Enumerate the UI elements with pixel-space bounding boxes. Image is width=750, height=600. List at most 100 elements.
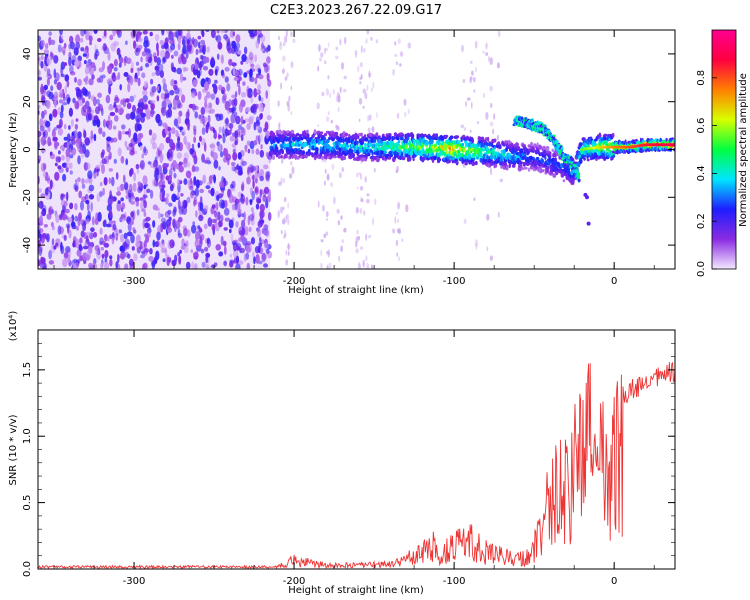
noise-speckle: [230, 113, 236, 124]
noise-speckle: [48, 207, 52, 215]
background-speckle-dot: [465, 101, 468, 107]
noise-speckle: [217, 41, 223, 50]
doppler-trace: [268, 129, 675, 186]
noise-speckle: [126, 76, 130, 81]
noise-speckle: [185, 170, 192, 179]
noise-speckle: [142, 262, 148, 269]
noise-speckle: [46, 68, 51, 76]
noise-speckle: [66, 191, 69, 202]
noise-speckle: [220, 69, 225, 77]
noise-speckle: [192, 79, 198, 88]
trace-cell: [296, 155, 300, 160]
noise-speckle: [106, 236, 110, 242]
noise-speckle: [229, 124, 233, 132]
noise-speckle: [40, 234, 45, 244]
trace-cell: [593, 152, 597, 157]
noise-speckle: [64, 208, 70, 214]
background-speckle-dot: [470, 76, 473, 81]
noise-speckle: [204, 142, 207, 152]
background-speckle-dot: [358, 97, 363, 105]
noise-speckle: [224, 66, 230, 72]
noise-speckle: [120, 197, 124, 202]
trace-cell: [407, 156, 412, 160]
noise-speckle: [45, 100, 51, 109]
noise-speckle: [192, 221, 196, 226]
trace-cell: [474, 160, 478, 166]
background-speckle-dot: [497, 211, 500, 218]
noise-speckle: [188, 103, 194, 109]
noise-speckle: [248, 226, 252, 232]
background-speckle-dot: [287, 202, 290, 209]
noise-speckle: [257, 84, 261, 91]
background-speckle-dot: [359, 61, 363, 68]
trace-cell: [276, 138, 280, 144]
noise-speckle: [101, 240, 106, 246]
noise-speckle: [249, 199, 253, 203]
noise-speckle: [245, 196, 249, 206]
y-tick-label: 1.5: [22, 362, 33, 378]
noise-speckle: [173, 118, 178, 127]
noise-speckle: [66, 80, 70, 88]
noise-speckle: [253, 256, 256, 265]
noise-speckle: [237, 260, 244, 265]
noise-speckle: [218, 193, 223, 199]
snr-panel: -300 -200 -100 0 0.0 0.5 1.0 1.5 Height of stra…: [8, 311, 676, 596]
background-speckle-dot: [492, 128, 494, 135]
noise-speckle: [89, 30, 93, 36]
noise-speckle: [150, 189, 154, 199]
noise-speckle: [157, 164, 162, 175]
noise-speckle: [113, 101, 117, 108]
noise-speckle: [123, 232, 128, 240]
noise-speckle: [243, 72, 248, 78]
noise-speckle: [199, 116, 205, 124]
noise-speckle: [123, 72, 129, 77]
noise-speckle: [233, 70, 239, 77]
noise-speckle: [105, 94, 111, 104]
noise-speckle: [185, 111, 190, 120]
noise-speckle: [237, 152, 242, 160]
noise-speckle: [71, 131, 75, 137]
noise-speckle: [261, 228, 265, 234]
noise-speckle: [151, 86, 157, 93]
noise-speckle: [114, 229, 120, 238]
trace-cell: [296, 132, 300, 137]
trace-cell: [396, 136, 400, 141]
background-speckle-dot: [475, 243, 478, 250]
noise-speckle: [256, 73, 259, 79]
noise-speckle: [121, 130, 126, 135]
noise-speckle: [145, 107, 151, 117]
trace-cell: [517, 146, 521, 152]
trace-cell: [454, 135, 459, 140]
noise-speckle: [83, 78, 87, 82]
noise-speckle: [168, 223, 171, 230]
noise-speckle: [260, 112, 263, 120]
noise-speckle: [177, 115, 182, 125]
noise-speckle: [128, 143, 134, 148]
noise-speckle: [96, 98, 100, 105]
noise-speckle: [176, 99, 181, 109]
noise-speckle: [96, 168, 99, 177]
noise-speckle: [259, 149, 265, 158]
noise-speckle: [67, 217, 73, 223]
trace-cell: [485, 137, 488, 141]
noise-speckle: [261, 252, 267, 263]
noise-speckle: [165, 219, 172, 227]
background-speckle-dot: [473, 197, 476, 201]
background-speckle-dot: [371, 126, 375, 133]
background-speckle-dot: [396, 252, 399, 257]
noise-speckle: [235, 69, 240, 80]
noise-speckle: [206, 237, 210, 245]
noise-speckle: [172, 209, 176, 217]
trace-cell: [412, 158, 415, 161]
noise-speckle: [78, 190, 83, 199]
noise-speckle: [253, 140, 258, 146]
background-speckle-dot: [496, 134, 499, 141]
noise-speckle: [133, 172, 137, 182]
background-speckle-dot: [338, 255, 340, 262]
background-speckle-dot: [327, 111, 330, 116]
noise-speckle: [108, 105, 114, 111]
trace-cell: [322, 136, 327, 141]
colorbar-label: Normalized spectral amplitude: [738, 73, 749, 227]
background-speckle-dot: [280, 177, 283, 185]
